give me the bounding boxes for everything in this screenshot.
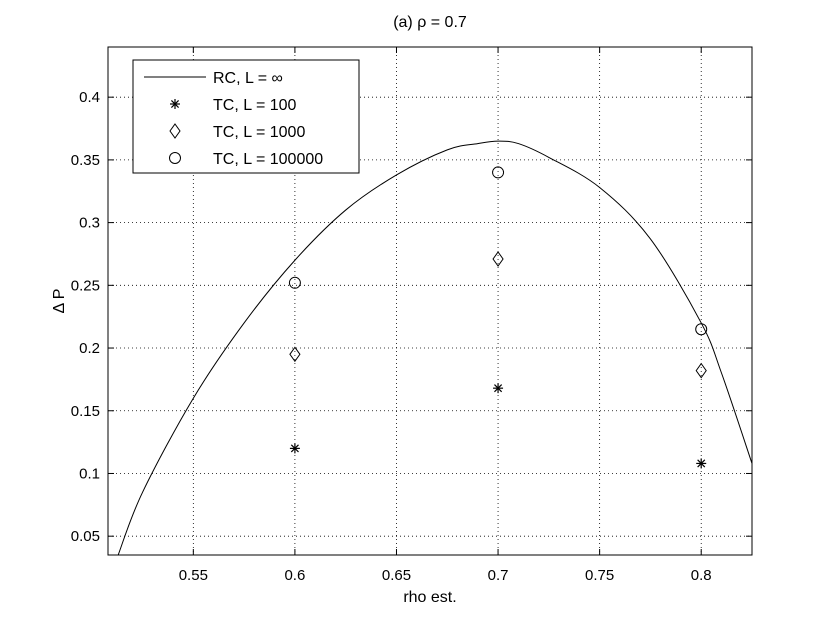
- legend-label: TC, L = 100000: [213, 151, 323, 168]
- x-tick-label: 0.7: [488, 567, 509, 584]
- data-point-diamond: [289, 346, 301, 363]
- legend-swatch-circle: [169, 152, 181, 164]
- data-point-circle: [492, 166, 505, 179]
- data-point-diamond: [492, 251, 504, 267]
- x-tick-label: 0.6: [284, 567, 305, 584]
- y-tick-label: 0.2: [79, 340, 100, 357]
- x-tick-label: 0.8: [691, 567, 712, 584]
- y-tick-label: 0.15: [71, 403, 100, 420]
- data-point-star: [493, 383, 504, 394]
- series-layer: [117, 140, 752, 555]
- plot-area-frame: [107, 46, 753, 556]
- chart-title: (a) ρ = 0.7: [393, 14, 467, 31]
- y-tick-label: 0.05: [71, 528, 100, 545]
- x-axis-title: rho est.: [403, 589, 456, 606]
- x-tick-label: 0.75: [585, 567, 614, 584]
- data-point-star: [696, 458, 707, 469]
- legend-label: TC, L = 1000: [213, 124, 305, 141]
- legend-swatch-diamond: [169, 123, 181, 139]
- legend: RC, L = ∞ TC, L = 100 TC, L = 1000 TC, L = …: [132, 59, 360, 174]
- legend-swatch-star: [170, 99, 180, 109]
- ticks: 0.55 0.6 0.65 0.7 0.75 0.8 0.05 0.1 0.15 0.2 0.25 0…: [71, 47, 752, 584]
- legend-label: TC, L = 100: [213, 97, 297, 114]
- data-point-circle: [288, 276, 301, 289]
- y-tick-label: 0.3: [79, 215, 100, 232]
- data-point-circle: [695, 323, 708, 336]
- y-axis-title: Δ P: [51, 289, 68, 314]
- y-tick-label: 0.35: [71, 152, 100, 169]
- data-point-star: [289, 443, 300, 454]
- y-tick-label: 0.4: [79, 89, 100, 106]
- series-line-rc: [117, 140, 752, 555]
- data-point-diamond: [695, 362, 707, 379]
- legend-label: RC, L = ∞: [213, 70, 283, 87]
- x-tick-label: 0.65: [382, 567, 411, 584]
- y-tick-label: 0.1: [79, 465, 100, 482]
- x-tick-label: 0.55: [179, 567, 208, 584]
- y-tick-label: 0.25: [71, 277, 100, 294]
